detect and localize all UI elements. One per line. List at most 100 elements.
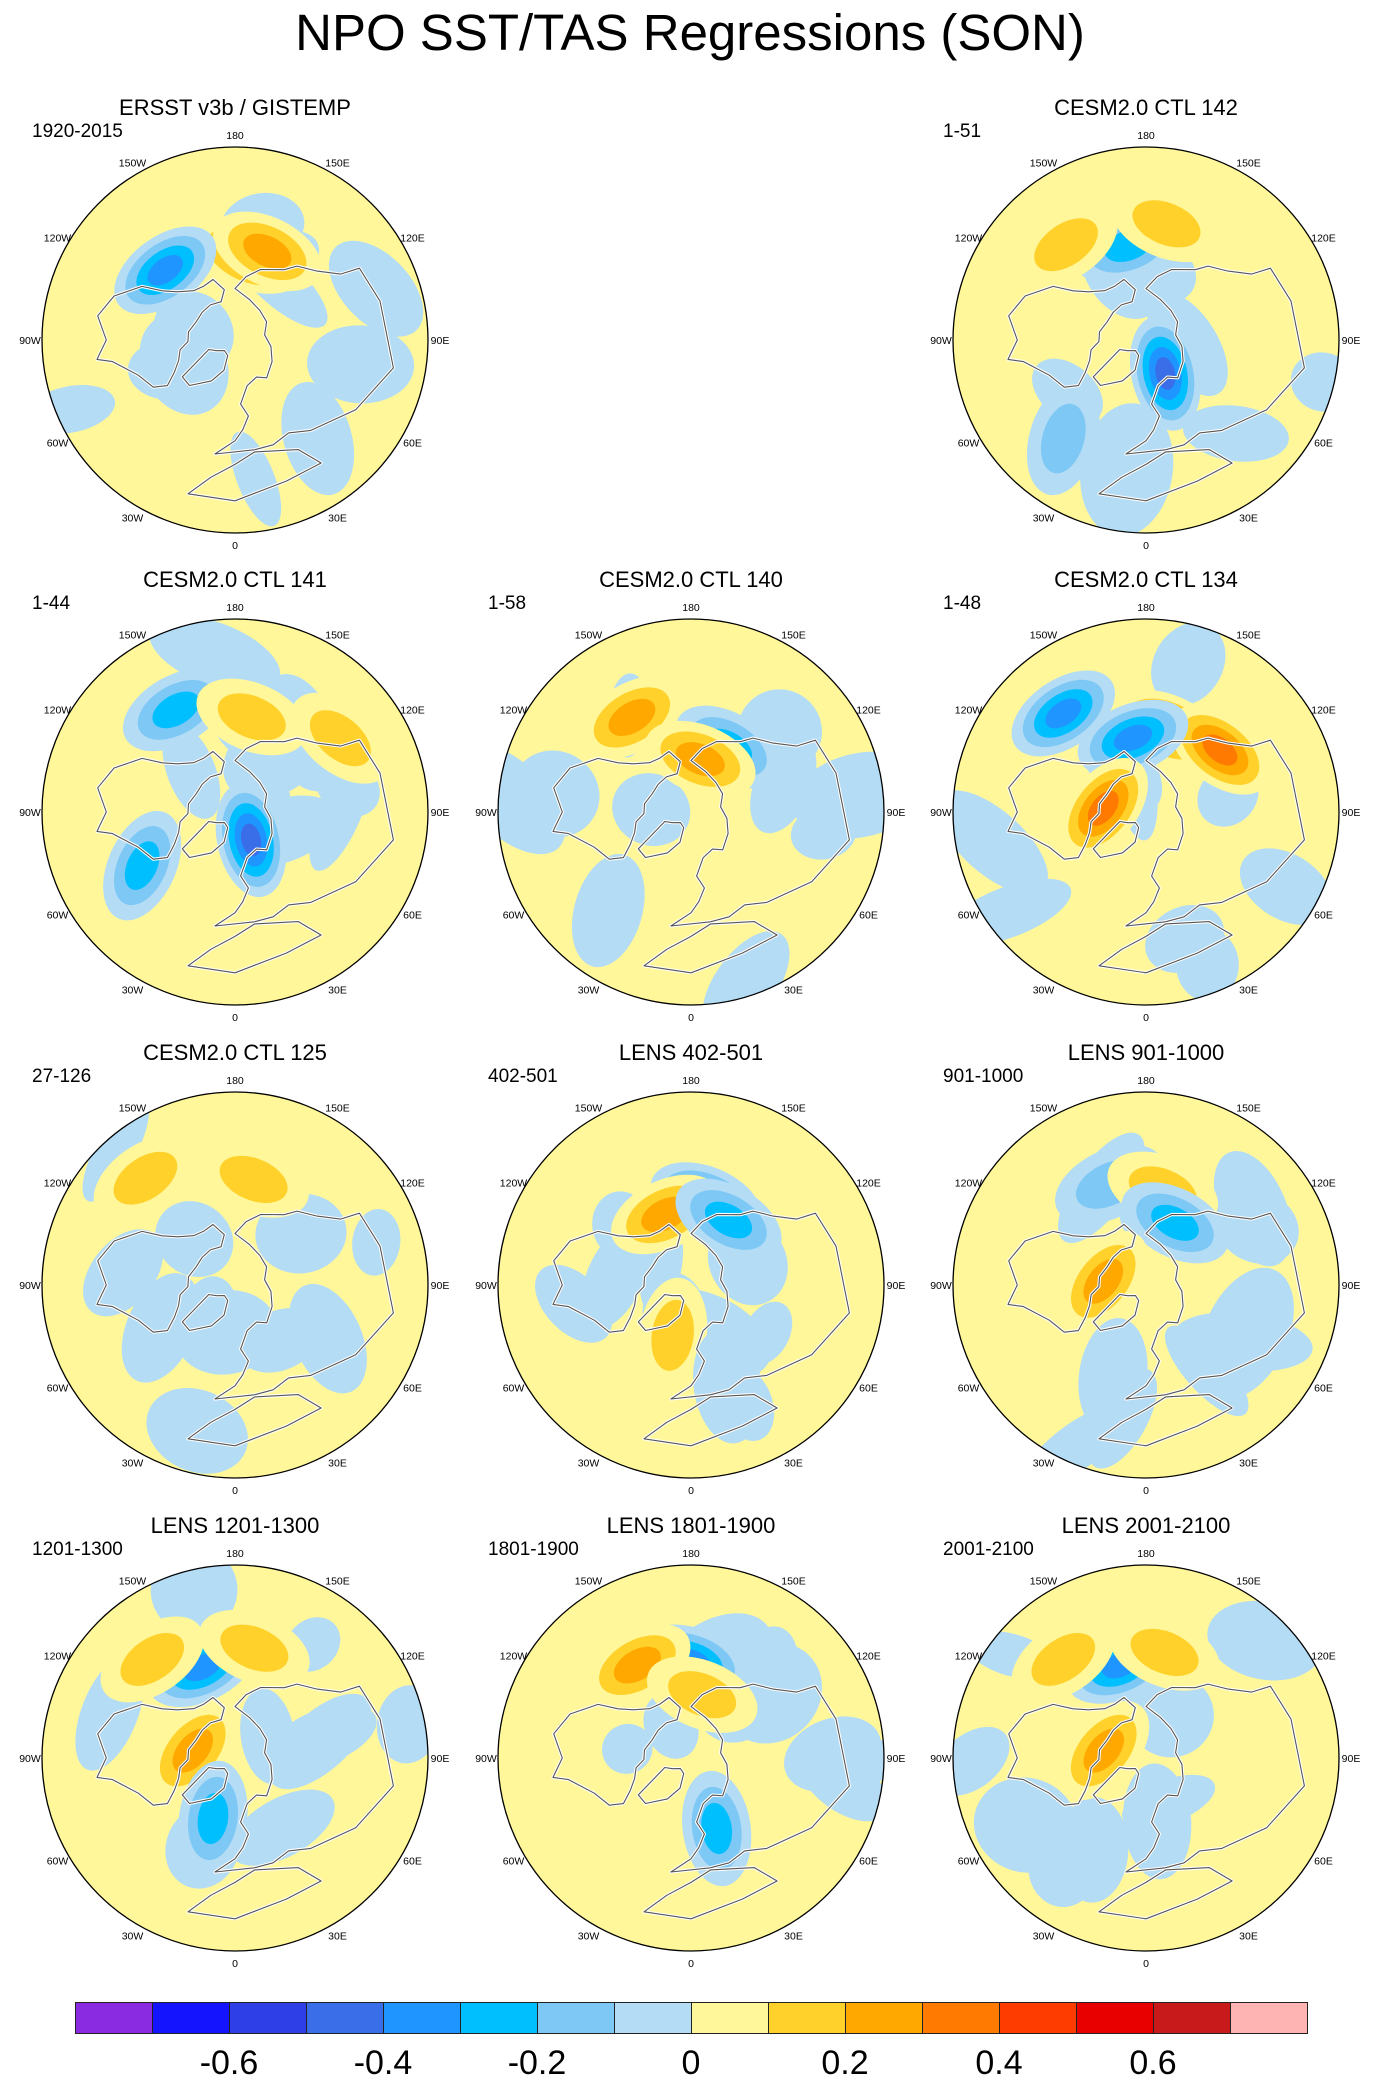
map-field (498, 1092, 884, 1478)
longitude-label: 150W (1030, 158, 1058, 170)
map-field (498, 619, 884, 1005)
coastline (670, 1210, 850, 1400)
longitude-label: 30W (1033, 1458, 1055, 1470)
coastline (1092, 1293, 1140, 1332)
coastline (552, 750, 681, 860)
longitude-label: 150W (1030, 1103, 1058, 1115)
longitude-label: 150W (1030, 1576, 1058, 1588)
map-panel: CESM2.0 CTL 142 1-51 180 150E 120E 90E 60E 30… (926, 94, 1366, 564)
longitude-label: 0 (1143, 1485, 1149, 1497)
longitude-label: 60W (958, 910, 980, 922)
map-field (953, 147, 1339, 533)
longitude-label: 120W (500, 1178, 528, 1190)
longitude-label: 150E (781, 1576, 806, 1588)
longitude-label: 0 (688, 1012, 694, 1024)
warm-anomaly (220, 1624, 289, 1672)
longitude-label: 90E (887, 1753, 906, 1765)
map-panel: LENS 402-501 402-501 180 150E 120E 90E 60E 30… (471, 1039, 911, 1509)
longitude-label: 120W (44, 1178, 72, 1190)
polar-map: 180 150E 120E 90E 60E 30E 0 30W 60W 90W 120W 150W (19, 130, 450, 552)
coastline (187, 449, 322, 502)
longitude-label: 120W (500, 1651, 528, 1663)
coastline (670, 1683, 850, 1873)
warm-anomaly (608, 698, 656, 736)
coastline (1092, 1766, 1140, 1805)
warm-anomaly (1083, 1728, 1124, 1773)
longitude-label: 90E (431, 335, 450, 347)
map-boundary (497, 618, 885, 1006)
longitude-label: 120W (44, 705, 72, 717)
panel-period: 1201-1300 (32, 1539, 123, 1560)
map-panel: LENS 2001-2100 2001-2100 180 150E 120E 90E 6… (926, 1512, 1366, 1982)
warm-anomaly (651, 1299, 694, 1371)
colorbar-box (845, 2002, 923, 2034)
longitude-label: 90W (19, 1753, 41, 1765)
longitude-label: 60W (503, 1856, 525, 1868)
panel-period: 901-1000 (943, 1066, 1024, 1087)
coastline (1098, 921, 1233, 974)
polar-map: 180 150E 120E 90E 60E 30E 0 30W 60W 90W 120W 150W (19, 1075, 449, 1497)
colorbar-tick-label: 0.2 (821, 2044, 869, 2082)
longitude-label: 90E (431, 807, 450, 819)
longitude-label: 30E (328, 1931, 347, 1943)
coastline (1098, 1394, 1233, 1447)
longitude-label: 60W (47, 1856, 69, 1868)
map-panel: LENS 901-1000 901-1000 180 150E 120E 90E 60E… (926, 1039, 1366, 1509)
map-boundary (41, 618, 429, 1006)
field-patch (740, 1301, 793, 1366)
longitude-label: 150E (1236, 1576, 1261, 1588)
panel-period: 1-48 (943, 593, 982, 614)
longitude-label: 60E (1314, 1856, 1333, 1868)
map-panel: CESM2.0 CTL 140 1-58 180 150E 120E 90E 60E 30… (471, 566, 911, 1036)
colorbar-box (922, 2002, 1000, 2034)
longitude-label: 60W (958, 438, 980, 450)
longitude-label: 90W (930, 1280, 952, 1292)
warm-anomaly (1031, 1632, 1096, 1686)
longitude-label: 60E (859, 1383, 878, 1395)
longitude-label: 90W (930, 335, 952, 347)
map-panel: CESM2.0 CTL 134 1-48 180 150E 120E 90E 60E 30… (926, 566, 1366, 1036)
longitude-label: 120W (44, 233, 72, 245)
coastline (1007, 750, 1136, 860)
longitude-label: 90W (19, 807, 41, 819)
map-field (42, 147, 428, 533)
warm-anomaly (172, 1728, 213, 1773)
colorbar-box (768, 2002, 846, 2034)
polar-map: 180 150E 120E 90E 60E 30E 0 30W 60W 90W 120W 150W (930, 130, 1360, 552)
longitude-label: 30E (328, 513, 347, 525)
coastline (96, 278, 225, 388)
longitude-label: 150E (325, 1576, 350, 1588)
colorbar-box (306, 2002, 384, 2034)
longitude-label: 60W (47, 438, 69, 450)
map-field (498, 1565, 884, 1951)
longitude-label: 150E (1236, 630, 1261, 642)
cool-anomaly (197, 1792, 229, 1845)
longitude-label: 60E (1314, 910, 1333, 922)
cool-anomaly (152, 691, 200, 729)
longitude-label: 150W (575, 1103, 603, 1115)
longitude-label: 150E (1236, 158, 1261, 170)
map-field (953, 1092, 1339, 1478)
longitude-label: 150W (575, 1576, 603, 1588)
longitude-label: 30E (1239, 985, 1258, 997)
longitude-label: 60W (958, 1856, 980, 1868)
longitude-label: 120W (500, 705, 528, 717)
longitude-label: 30W (578, 985, 600, 997)
longitude-label: 90E (887, 1280, 906, 1292)
colorbar-box (75, 2002, 153, 2034)
field-patch (602, 1723, 653, 1774)
coastline (1098, 449, 1233, 502)
map-field (42, 1565, 428, 1951)
longitude-label: 60E (1314, 1383, 1333, 1395)
cool-anomaly (1123, 1763, 1192, 1880)
coastline (1125, 1210, 1305, 1400)
longitude-label: 120W (955, 1651, 983, 1663)
coastline (1092, 820, 1140, 859)
field-patch (1151, 622, 1226, 706)
longitude-label: 30E (1239, 1931, 1258, 1943)
cool-anomaly (701, 1802, 733, 1855)
coastline (670, 737, 850, 927)
coastline (187, 921, 322, 974)
longitude-label: 120E (400, 1651, 425, 1663)
field-patch (1213, 1150, 1292, 1267)
